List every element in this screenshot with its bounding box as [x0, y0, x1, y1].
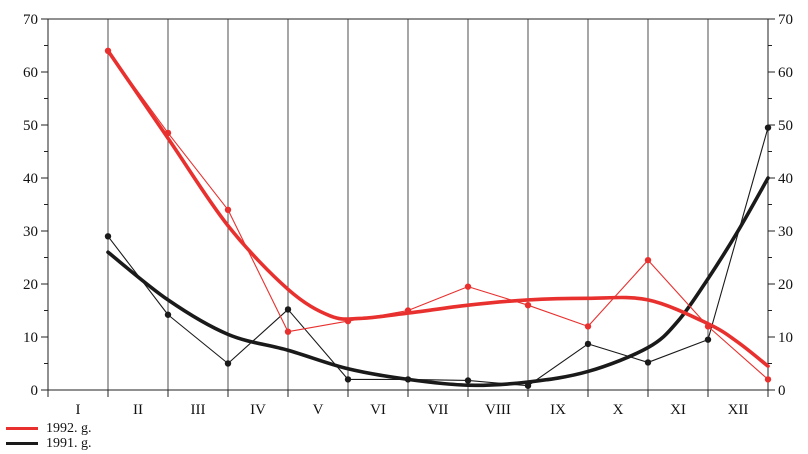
data-point-1991 — [284, 306, 292, 313]
series-line-1992 — [107, 50, 769, 380]
data-point-1991 — [224, 360, 232, 367]
y-tick-label-right: 20 — [778, 277, 793, 293]
data-point-1991 — [644, 359, 652, 366]
data-point-1991 — [344, 376, 352, 383]
x-tick-label: II — [133, 402, 143, 418]
legend-item-1991: 1991. g. — [6, 436, 92, 451]
data-point-1991 — [764, 124, 772, 131]
y-tick-label-right: 10 — [778, 330, 793, 346]
y-tick-label-left: 50 — [23, 118, 38, 134]
y-tick-label-left: 40 — [23, 171, 38, 187]
x-tick-label: III — [191, 402, 206, 418]
data-point-1992 — [764, 376, 772, 383]
legend-swatch-1992 — [6, 427, 38, 430]
series-line-1991 — [107, 127, 769, 387]
y-tick-label-right: 30 — [778, 224, 793, 240]
data-point-1992 — [524, 302, 532, 309]
series-layer — [104, 47, 772, 389]
grid-layer — [107, 19, 709, 390]
data-point-1991 — [584, 340, 592, 348]
trend-line-1991 — [106, 176, 770, 388]
data-point-1992 — [344, 317, 352, 325]
y-tick-label-left: 10 — [23, 330, 38, 346]
legend-label-1991: 1991. g. — [46, 436, 92, 451]
data-point-1992 — [704, 323, 712, 330]
x-tick-label: X — [613, 402, 624, 418]
y-tick-label-right: 70 — [778, 12, 793, 28]
legend-swatch-1991 — [6, 442, 38, 445]
data-point-1992 — [644, 256, 652, 264]
x-tick-label: V — [313, 402, 324, 418]
axes-layer — [41, 18, 775, 397]
x-tick-label: VI — [370, 402, 386, 418]
data-point-1992 — [584, 323, 592, 330]
x-tick-label: IX — [550, 402, 566, 418]
x-tick-label: XII — [728, 402, 749, 418]
x-tick-label: IV — [250, 402, 266, 418]
x-tick-label: VIII — [485, 402, 511, 418]
data-point-1992 — [164, 129, 172, 137]
data-point-1991 — [704, 336, 712, 343]
y-tick-label-right: 0 — [778, 383, 786, 399]
data-point-1992 — [284, 328, 292, 335]
y-tick-label-left: 60 — [23, 65, 38, 81]
y-tick-label-right: 50 — [778, 118, 793, 134]
y-tick-label-right: 40 — [778, 171, 793, 187]
y-tick-label-left: 0 — [31, 383, 39, 399]
legend: 1992. g. 1991. g. — [6, 421, 92, 451]
data-point-1992 — [404, 307, 412, 314]
data-point-1991 — [164, 311, 172, 318]
data-point-1991 — [104, 233, 112, 240]
data-point-1992 — [104, 47, 112, 54]
y-tick-label-right: 60 — [778, 65, 793, 81]
data-point-1991 — [524, 382, 532, 389]
y-tick-label-left: 70 — [23, 12, 38, 28]
trend-line-1992 — [106, 49, 770, 368]
data-point-1991 — [404, 376, 412, 383]
legend-item-1992: 1992. g. — [6, 421, 92, 436]
y-tick-label-left: 30 — [23, 224, 38, 240]
x-tick-label: XI — [670, 402, 686, 418]
data-point-1991 — [464, 377, 472, 384]
x-tick-label: I — [76, 402, 81, 418]
y-tick-label-left: 20 — [23, 277, 38, 293]
x-tick-label: VII — [428, 402, 449, 418]
legend-label-1992: 1992. g. — [46, 421, 92, 436]
data-point-1992 — [224, 206, 232, 213]
data-point-1992 — [464, 283, 472, 290]
